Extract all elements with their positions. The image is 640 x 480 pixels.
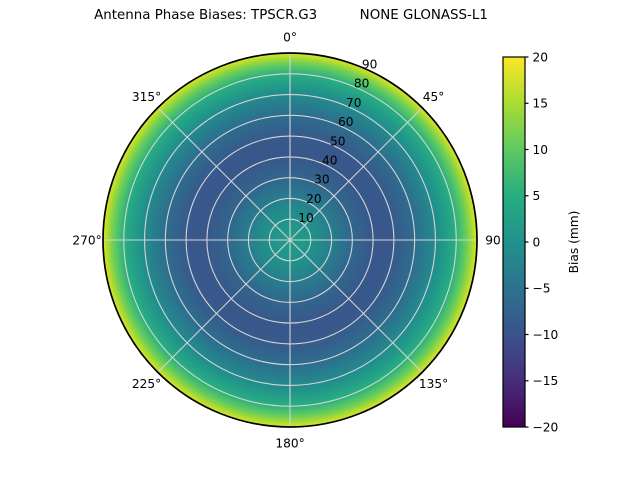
polar-grid xyxy=(103,53,477,427)
polar-outline xyxy=(102,52,478,428)
angular-tick-label: 0° xyxy=(283,30,297,44)
colorbar-tick-label: 20 xyxy=(533,50,549,64)
colorbar-tick-label: −15 xyxy=(533,374,559,388)
colorbar-tick-label: 5 xyxy=(533,189,541,203)
radial-tick-label: 10 xyxy=(298,211,314,225)
colorbar-gradient xyxy=(502,56,526,428)
grid-spoke xyxy=(157,239,291,373)
angular-tick-labels: 0° 45° 90 135° 180° 225° 270° 315° xyxy=(72,30,500,450)
radial-tick-label: 30 xyxy=(314,173,330,187)
radial-tick-label: 70 xyxy=(346,96,362,110)
radial-tick-label: 60 xyxy=(338,115,354,129)
radial-tick-label: 20 xyxy=(306,192,322,206)
angular-tick-label: 225° xyxy=(132,377,161,391)
radial-tick-label: 90 xyxy=(362,57,378,71)
angular-tick-label: 45° xyxy=(423,90,445,104)
colorbar-tick-label: −20 xyxy=(533,420,559,434)
colorbar-axis-label: Bias (mm) xyxy=(567,211,581,274)
radial-tick-label: 50 xyxy=(330,134,346,148)
radial-tick-label: 40 xyxy=(322,153,338,167)
angular-tick-label: 315° xyxy=(132,90,161,104)
colorbar-tick-label: 0 xyxy=(533,235,541,249)
radial-tick-labels: 10 20 30 40 50 60 70 80 90 xyxy=(298,57,377,225)
colorbar-tick-label: −10 xyxy=(533,328,559,342)
colorbar-tick-label: −5 xyxy=(533,282,551,296)
angular-tick-label: 180° xyxy=(275,436,304,450)
angular-tick-label: 90 xyxy=(485,233,501,247)
colorbar-tick-label: 15 xyxy=(533,97,549,111)
colorbar-ticks: 20 15 10 5 0 −5 −10 −15 −20 xyxy=(525,50,558,434)
angular-tick-label: 270° xyxy=(72,233,101,247)
radial-tick-label: 80 xyxy=(354,77,370,91)
colorbar: 20 15 10 5 0 −5 −10 −15 −20 Bias (mm) xyxy=(502,50,581,434)
angular-tick-label: 135° xyxy=(419,377,448,391)
figure-title: Antenna Phase Biases: TPSCR.G3 NONE GLON… xyxy=(94,8,488,23)
grid-spoke xyxy=(157,107,291,241)
grid-spoke xyxy=(289,239,423,373)
colorbar-tick-label: 10 xyxy=(533,143,549,157)
grid-spoke xyxy=(289,107,423,241)
